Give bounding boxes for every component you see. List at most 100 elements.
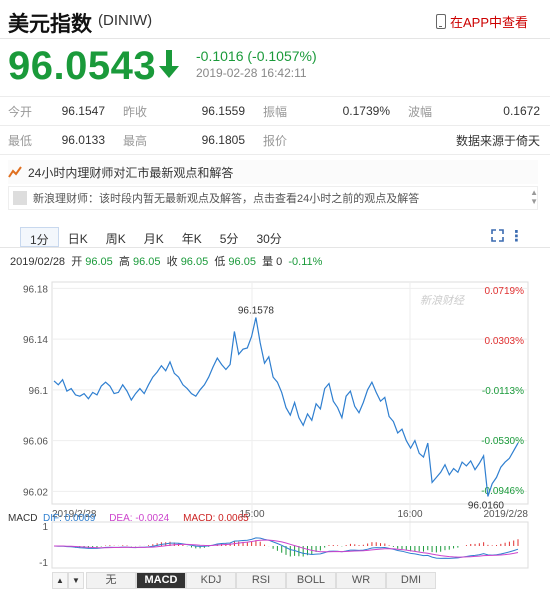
current-price: 96.0543 [8,44,157,88]
advisor-headline[interactable]: 24小时内理财师对汇市最新观点和解答 [8,160,538,184]
macd-frame [51,521,529,569]
phone-icon [435,14,446,29]
indicator-tab-boll[interactable]: BOLL [286,572,336,589]
stat-value-low: 96.0133 [50,125,115,155]
ohlc-open: 96.05 [85,256,113,268]
tab-weekly[interactable]: 周K [105,232,126,246]
right-tick-label: -0.0946% [481,486,524,497]
indicator-tab-none[interactable]: 无 [86,572,136,589]
ohlc-high-label: 高 [118,256,130,268]
stat-label-open: 今开 [0,96,50,126]
ohlc-close: 96.05 [180,256,209,268]
min-annotation: 96.0160 [468,500,505,511]
dea-value: -0.0024 [135,513,170,524]
macd-title: MACD [8,513,38,524]
dea-label: DEA: [109,513,133,524]
open-in-app-link[interactable]: 在APP中查看 [435,12,528,31]
open-in-app-label: 在APP中查看 [449,15,528,30]
stat-label-amplitude: 振幅 [255,96,305,126]
stat-value-range: 0.1672 [450,96,550,126]
stat-value-prev-close: 96.1559 [165,96,255,126]
price-line [53,317,519,497]
stat-label-range: 波幅 [400,96,450,126]
indicator-tab-macd[interactable]: MACD [136,572,186,589]
dif-label: DIF: [43,513,62,524]
y-tick-label: 96.14 [23,335,48,346]
tabs-divider [0,247,550,248]
indicator-tab-kdj[interactable]: KDJ [186,572,236,589]
tab-5min[interactable]: 5分 [219,232,239,246]
x-tick-label: 2019/2/28 [52,509,97,520]
fullscreen-icon[interactable] [491,229,504,242]
tab-yearly[interactable]: 年K [181,232,202,246]
symbol-code: (DINIW) [98,12,153,29]
macd-label: MACD: [183,513,216,524]
ohlc-high: 96.05 [132,256,161,268]
stat-label-high: 最高 [115,125,165,155]
down-arrow-icon [159,50,179,78]
page-title: 美元指数 [8,13,92,36]
price-chart[interactable]: 96.18 96.14 96.1 96.06 96.02 0.0719% 0.0303% -0… [0,272,550,572]
dea-line [54,539,519,558]
y-tick-label: 96.02 [23,487,48,498]
quote-timestamp: 2019-02-28 16:42:11 [196,66,307,80]
header-divider [0,38,550,39]
watermark: 新浪财经 [420,294,465,307]
stat-value-amplitude: 0.1739% [305,96,400,126]
indicator-tab-dmi[interactable]: DMI [386,572,436,589]
y-tick-label: 96.1 [29,386,49,397]
indicator-tab-rsi[interactable]: RSI [236,572,286,589]
x-tick-label: 16:00 [397,509,422,520]
nav-up-button[interactable]: ▲ [52,572,68,589]
nav-down-button[interactable]: ▼ [68,572,84,589]
chart-nav: ▲ ▼ [52,572,84,589]
stat-value-source: 数据来源于倚天 [305,125,550,155]
indicator-tab-wr[interactable]: WR [336,572,386,589]
indicator-tabs: 无 MACD KDJ RSI BOLL WR DMI [86,572,436,589]
right-tick-label: -0.0113% [482,386,524,397]
stat-label-quote: 报价 [255,125,305,155]
right-tick-label: -0.0530% [481,436,524,447]
macd-legend: MACD DIF: 0.0009 DEA: -0.0024 MACD: 0.00… [8,513,249,524]
advisor-message[interactable]: 新浪理财师：该时段内暂无最新观点及解答，点击查看24小时之前的观点及解答 [8,186,538,210]
y-tick-label: 96.06 [23,437,48,448]
scroll-arrows-icon[interactable]: ▲ ▼ [530,188,538,206]
ohlc-low-label: 低 [214,256,226,268]
stats-row: 今开 96.1547 昨收 96.1559 振幅 0.1739% 波幅 0.16… [0,96,550,126]
more-options-icon[interactable]: ⋮ [509,228,524,245]
price-change: -0.1016 (-0.1057%) [196,48,317,64]
ohlc-volume-label: 量 [262,256,274,268]
avatar [13,191,27,205]
stats-table: 今开 96.1547 昨收 96.1559 振幅 0.1739% 波幅 0.16… [0,96,550,155]
dif-value: 0.0009 [64,513,96,524]
ohlc-low: 96.05 [228,256,256,268]
period-tabs: 1分 日K 周K 月K 年K 5分 30分 [20,227,291,247]
tab-monthly[interactable]: 月K [143,232,164,246]
stat-label-prev-close: 昨收 [115,96,165,126]
x-tick-label: 2019/2/28 [484,509,529,520]
tab-1min[interactable]: 1分 [20,227,59,247]
macd-y-tick: 1 [42,522,48,533]
trend-icon [8,166,22,178]
y-tick-label: 96.18 [23,284,48,295]
ohlc-close-label: 收 [166,256,178,268]
stat-value-open: 96.1547 [50,96,115,126]
advisor-headline-text: 24小时内理财师对汇市最新观点和解答 [28,165,234,180]
x-tick-label: 15:00 [239,509,264,520]
macd-value: 0.0065 [218,513,249,524]
ohlc-volume: 0 [276,256,283,268]
chart-frame [51,281,529,505]
ohlc-open-label: 开 [71,256,83,268]
page-header: 美元指数 (DINIW) 在APP中查看 [0,0,550,40]
tab-30min[interactable]: 30分 [256,232,282,246]
ohlc-pct: -0.11% [288,256,323,268]
ohlc-readout: 2019/02/28 开 96.05 高 96.05 收 96.05 低 96.… [10,253,322,269]
stat-label-low: 最低 [0,125,50,155]
right-tick-label: 0.0303% [485,336,525,347]
ohlc-date: 2019/02/28 [10,256,66,268]
tab-daily[interactable]: 日K [67,232,88,246]
macd-y-tick: -1 [39,558,48,569]
right-tick-label: 0.0719% [485,286,525,297]
stat-value-high: 96.1805 [165,125,255,155]
max-annotation: 96.1578 [238,306,275,317]
